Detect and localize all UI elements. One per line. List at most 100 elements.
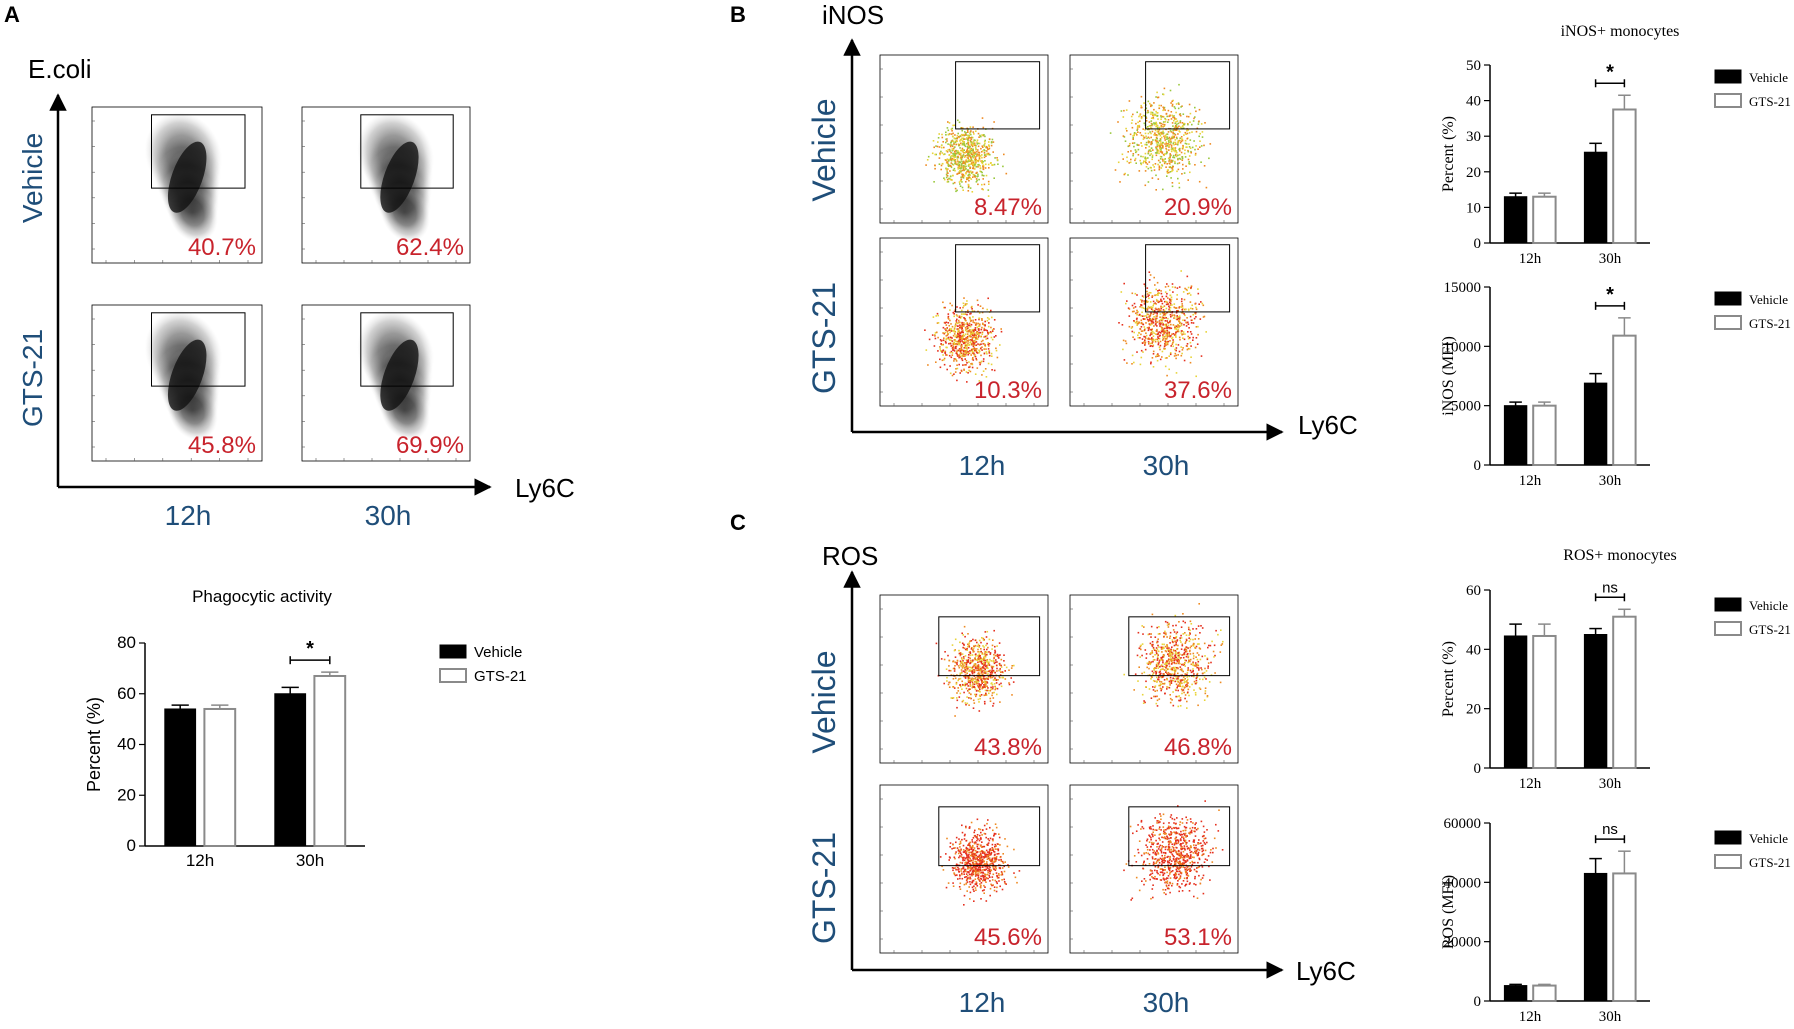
event-dot [943, 363, 946, 366]
event-dot [1154, 129, 1157, 132]
event-dot [1182, 127, 1185, 130]
event-dot [990, 676, 992, 679]
event-dot [1143, 283, 1146, 285]
event-dot [1163, 161, 1166, 163]
event-dot [1163, 669, 1166, 671]
event-dot [979, 869, 982, 872]
event-dot [958, 167, 961, 169]
event-dot [965, 160, 967, 162]
event-dot [969, 320, 972, 322]
gate-percentage: 40.7% [188, 234, 256, 261]
event-dot [971, 872, 973, 875]
event-dot [990, 336, 993, 339]
event-dot [945, 886, 948, 889]
event-dot [1142, 307, 1145, 309]
event-dot [974, 168, 976, 170]
event-dot [960, 327, 962, 329]
event-dot [1175, 153, 1177, 156]
event-dot [1199, 132, 1201, 135]
event-dot [1195, 665, 1197, 667]
event-dot [958, 363, 960, 366]
event-dot [1159, 670, 1161, 673]
event-dot [966, 696, 968, 698]
event-dot [967, 340, 969, 342]
event-dot [948, 354, 951, 357]
event-dot [1145, 159, 1147, 161]
event-dot [1214, 654, 1216, 657]
event-dot [1149, 314, 1152, 317]
flow-plot-b-vehicle-12h: 8.47% [879, 54, 1049, 224]
event-dot [1178, 684, 1180, 686]
event-dot [976, 645, 979, 647]
event-dot [991, 849, 994, 851]
event-dot [1154, 338, 1157, 341]
event-dot [956, 661, 958, 664]
event-dot [943, 177, 945, 179]
event-dot [1004, 861, 1006, 863]
event-dot [1166, 320, 1168, 322]
event-dot [1177, 705, 1180, 708]
event-dot [1168, 368, 1170, 371]
plot-frame [879, 237, 1049, 407]
event-dot [1200, 355, 1203, 357]
event-dot [1134, 157, 1137, 160]
event-dot [1173, 355, 1176, 357]
event-dot [976, 684, 979, 687]
event-dot [1144, 344, 1146, 346]
event-dot [1172, 142, 1175, 145]
event-dot [1182, 145, 1184, 148]
event-dot [965, 826, 967, 829]
event-dot [957, 155, 959, 158]
event-dot [1191, 123, 1193, 126]
event-dot [1157, 664, 1160, 667]
gate-percentage: 8.47% [974, 194, 1042, 221]
event-dot [993, 832, 996, 835]
event-dot [1170, 648, 1172, 651]
panel-a-flow: E.coli Ly6C Vehicle GTS-21 12h 30h [17, 54, 575, 531]
event-dot [991, 648, 993, 650]
event-dot [1156, 325, 1158, 327]
event-dot [987, 195, 990, 197]
event-dot [961, 160, 963, 163]
event-dot [1136, 129, 1138, 131]
event-dot [969, 662, 972, 664]
event-dot [1204, 692, 1207, 695]
event-dot [981, 880, 984, 882]
event-dot [1157, 638, 1159, 640]
event-dot [980, 831, 982, 834]
event-dot [1152, 164, 1154, 166]
event-dot [961, 873, 963, 876]
event-dot [999, 674, 1002, 676]
event-dot [961, 831, 964, 834]
event-dot [965, 669, 968, 672]
event-dot [986, 856, 989, 858]
event-dot [952, 678, 955, 680]
event-dot [969, 851, 971, 854]
event-dot [1175, 103, 1178, 105]
event-dot [1173, 659, 1176, 662]
event-dot [1147, 633, 1150, 636]
event-dot [948, 669, 950, 672]
event-dot [1165, 118, 1167, 121]
event-dot [996, 843, 999, 845]
event-dot [992, 141, 995, 143]
event-dot [977, 655, 980, 658]
event-dot [966, 343, 969, 346]
event-dot [1156, 641, 1158, 644]
event-dot [1170, 177, 1172, 179]
event-dot [962, 149, 964, 151]
event-dot [959, 316, 961, 318]
event-dot [1161, 350, 1164, 353]
event-dot [942, 301, 944, 304]
event-dot [1132, 135, 1134, 137]
event-dot [1157, 118, 1159, 120]
event-dot [995, 682, 998, 684]
event-dot [957, 665, 960, 667]
event-dot [979, 170, 981, 173]
event-dot [1155, 136, 1158, 139]
event-dot [978, 694, 981, 697]
event-dot [1180, 306, 1183, 308]
event-dot [956, 340, 959, 343]
event-dot [1123, 359, 1126, 361]
event-dot [1169, 143, 1171, 146]
